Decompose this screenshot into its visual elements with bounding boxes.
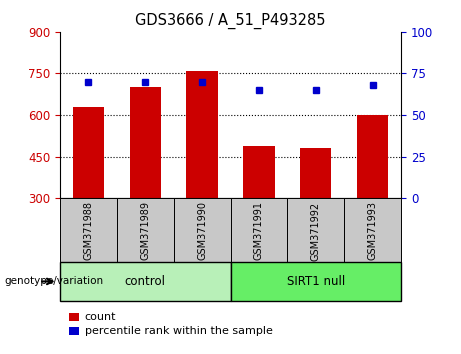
Text: GSM371990: GSM371990 [197,201,207,261]
Text: genotype/variation: genotype/variation [5,276,104,286]
Bar [287,198,344,262]
Title: GDS3666 / A_51_P493285: GDS3666 / A_51_P493285 [135,13,326,29]
Text: GSM371989: GSM371989 [140,201,150,261]
Bar [117,198,174,262]
Bar [300,148,331,198]
Bar [60,262,230,301]
Text: GSM371988: GSM371988 [83,201,94,261]
Text: GSM371991: GSM371991 [254,201,264,261]
Bar [186,71,218,198]
Bar [243,145,275,198]
Text: percentile rank within the sample: percentile rank within the sample [85,326,273,336]
Text: GSM371992: GSM371992 [311,201,321,261]
Text: SIRT1 null: SIRT1 null [287,275,345,288]
Bar [344,198,401,262]
Text: control: control [125,275,165,288]
Bar [60,198,117,262]
Text: count: count [85,312,116,322]
Bar [357,115,388,198]
Bar [130,87,161,198]
Bar [230,198,287,262]
Bar [230,262,401,301]
Bar [73,107,104,198]
Bar [174,198,230,262]
Text: GSM371993: GSM371993 [367,201,378,261]
